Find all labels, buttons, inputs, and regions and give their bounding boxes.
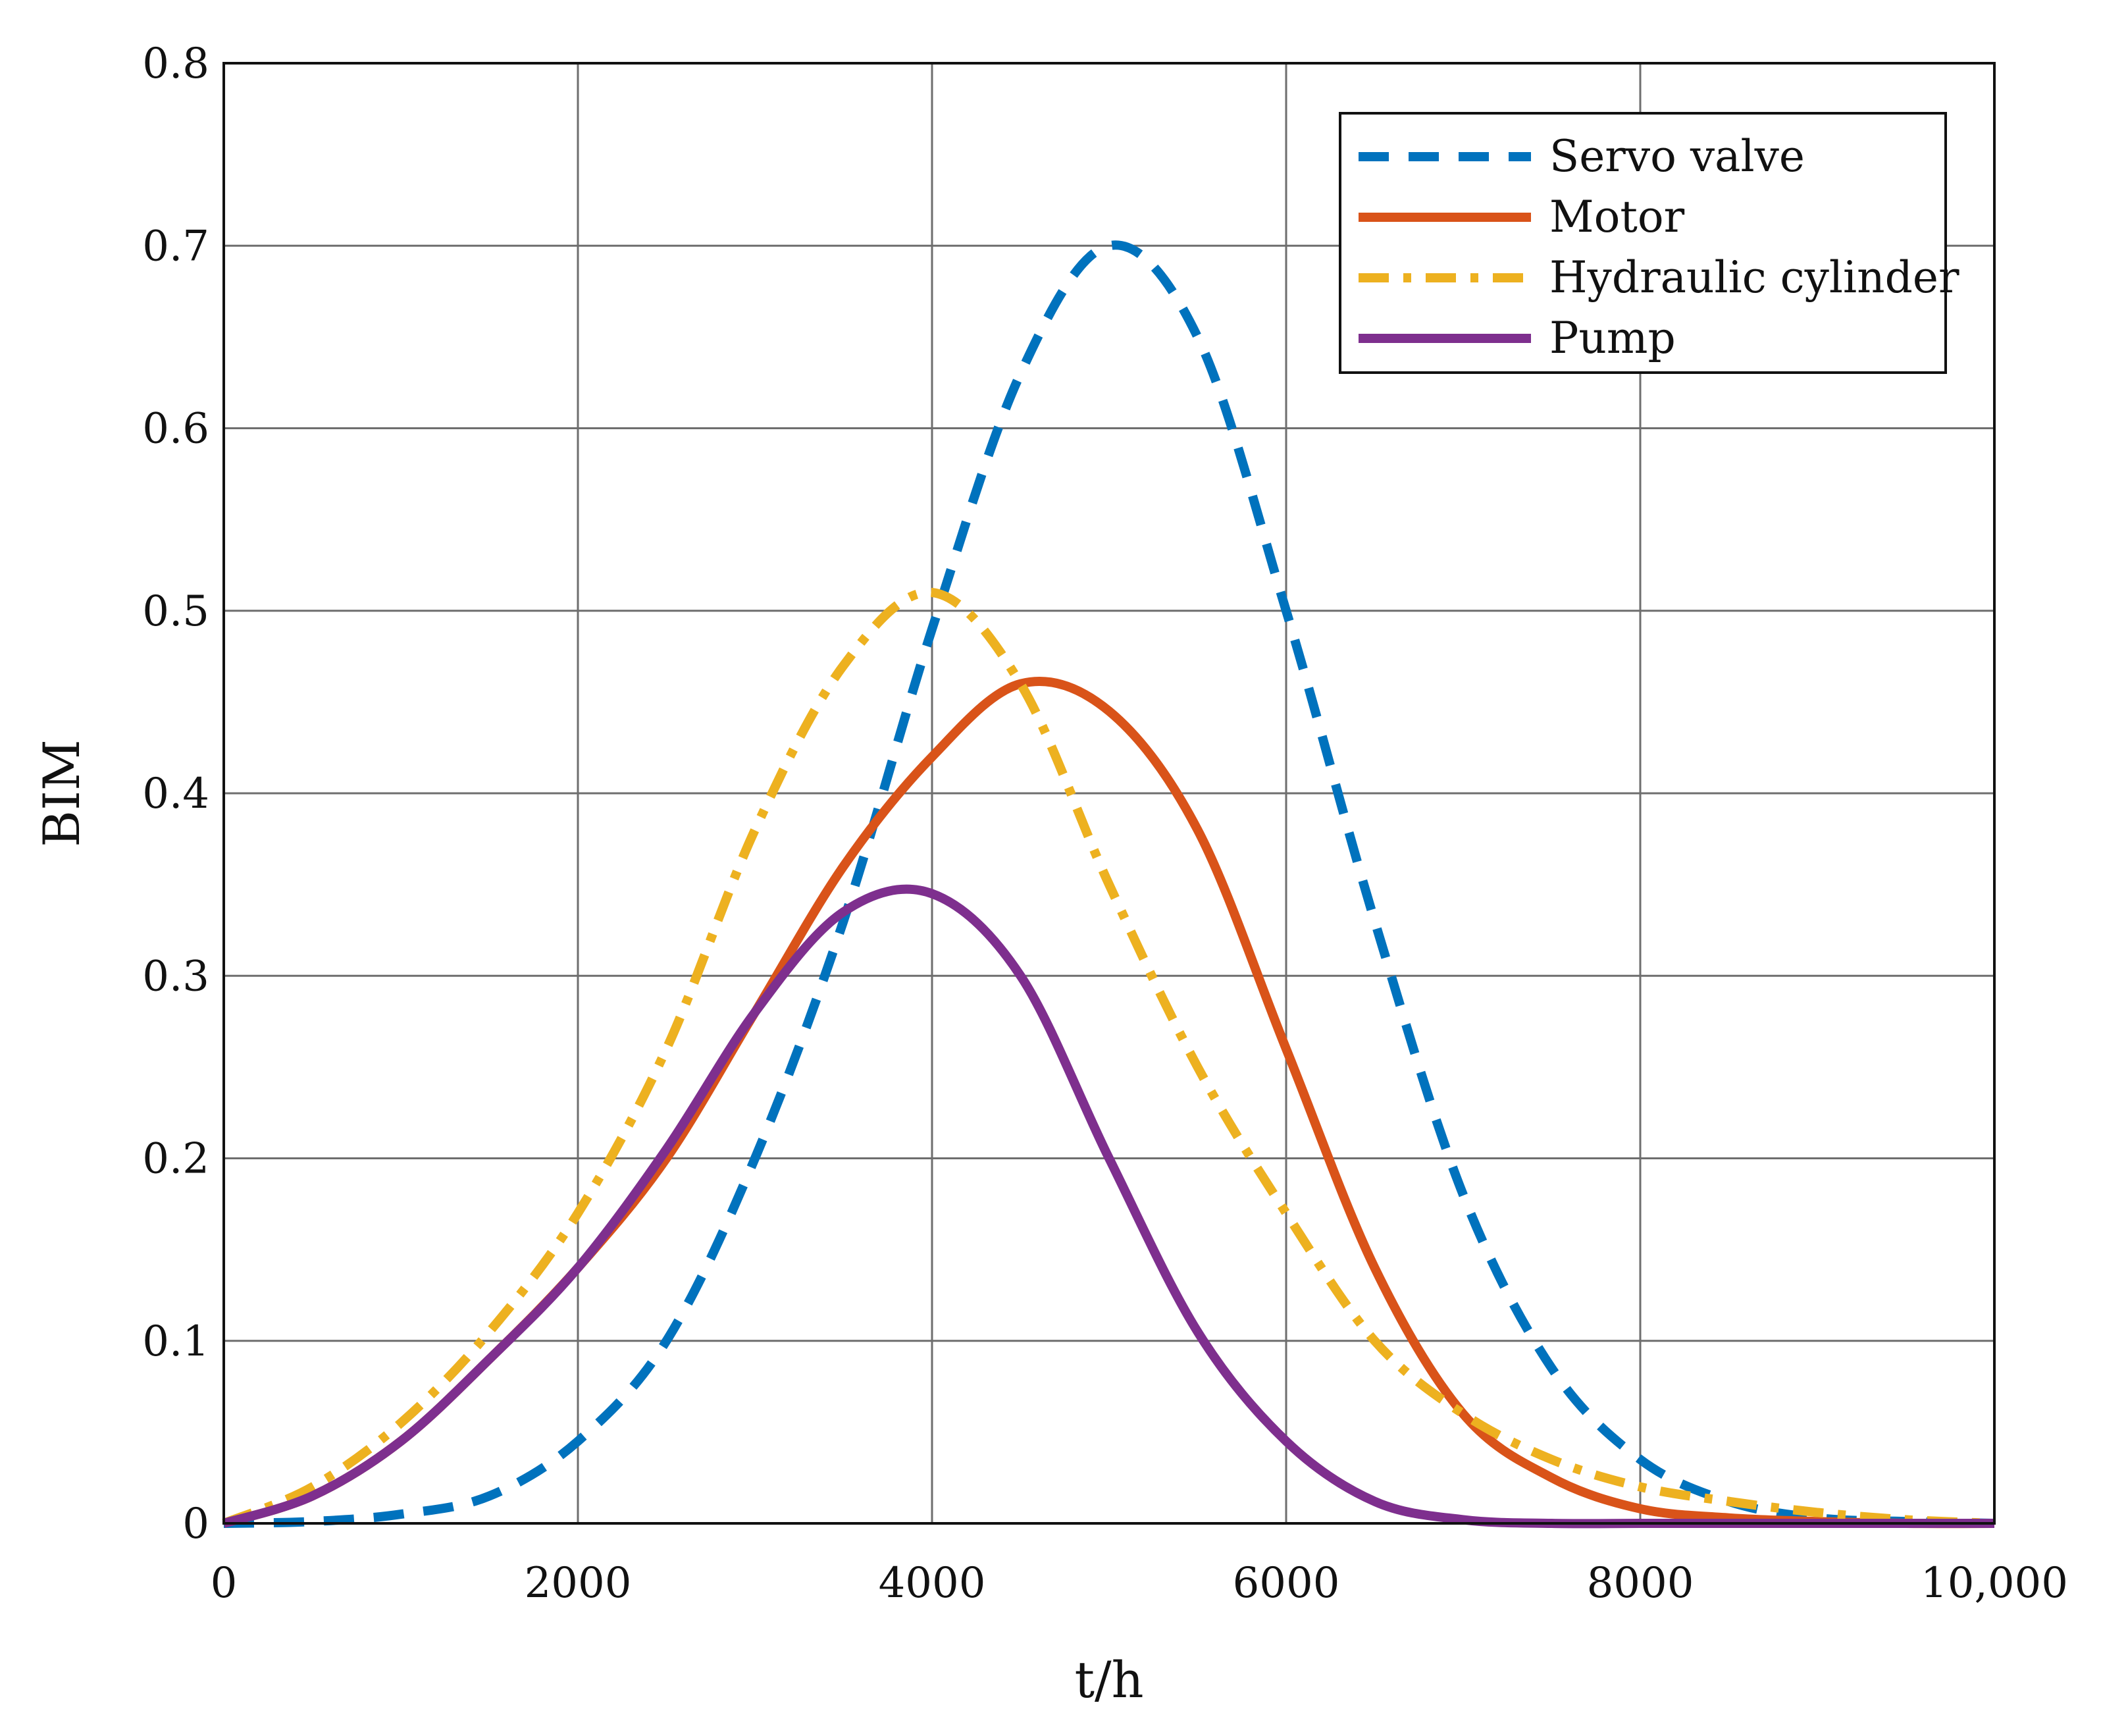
legend-box [1339, 112, 1947, 374]
legend-label: Servo valve [1549, 131, 1805, 182]
y-axis-label: BIM [32, 739, 91, 847]
legend: Servo valve Motor Hydraulic cylinder Pump [1339, 112, 1959, 374]
legend-label: Pump [1549, 313, 1676, 363]
x-tick-label: 8000 [1587, 1559, 1694, 1608]
plot-frame [222, 62, 1996, 1525]
legend-label: Hydraulic cylinder [1549, 252, 1959, 303]
x-axis-label: t/h [1074, 1650, 1143, 1709]
y-tick-label: 0 [182, 1500, 209, 1548]
x-tick-label: 10,000 [1921, 1559, 2068, 1608]
x-tick-label: 4000 [879, 1559, 986, 1608]
x-tick-label: 0 [211, 1559, 238, 1608]
y-tick-label: 0.6 [142, 405, 209, 454]
y-tick-label: 0.3 [142, 952, 209, 1001]
tick-labels: 0 2000 4000 6000 8000 10,000 0 0.1 0.2 0.3 0.4 0.5 0… [142, 39, 2068, 1608]
y-tick-label: 0.5 [142, 587, 209, 636]
y-tick-label: 0.8 [142, 39, 209, 88]
series-line-hydraulic-cylinder [222, 587, 1995, 1528]
y-tick-label: 0.2 [142, 1135, 209, 1184]
y-tick-label: 0.4 [142, 770, 209, 818]
y-tick-label: 0.1 [142, 1317, 209, 1366]
y-tick-label: 0.7 [142, 222, 209, 271]
x-tick-label: 6000 [1233, 1559, 1340, 1608]
x-tick-label: 2000 [525, 1559, 632, 1608]
legend-label: Motor [1549, 192, 1685, 242]
